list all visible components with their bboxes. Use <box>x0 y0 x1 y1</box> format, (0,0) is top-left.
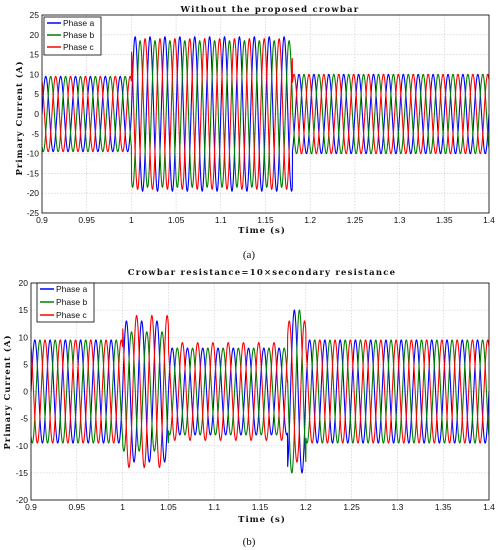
legend-label-phase-c: Phase c <box>63 42 94 52</box>
y-tick-label: 5 <box>23 359 28 369</box>
x-axis-label: Time (s) <box>238 225 286 236</box>
y-axis-label: Primary Current (A) <box>14 61 25 176</box>
y-tick-label: 0 <box>23 387 28 397</box>
plot-frame <box>30 282 490 501</box>
series-line-phase-a <box>31 309 489 474</box>
legend-box <box>43 16 102 56</box>
y-tick-label: -15 <box>27 168 40 178</box>
x-tick-label: 1.4 <box>483 215 495 225</box>
x-tick-label: 1.35 <box>435 502 452 512</box>
x-tick-label: 1.35 <box>436 215 453 225</box>
chart-panel-b: Crowbar resistance=10×secondary resistan… <box>2 268 495 548</box>
y-tick-label: 0 <box>34 109 39 119</box>
y-tick-label: -5 <box>31 129 39 139</box>
series-line-phase-c <box>42 37 489 191</box>
y-tick-label: -20 <box>27 188 40 198</box>
plot-frame <box>41 14 490 214</box>
chart-title: Crowbar resistance=10×secondary resistan… <box>128 268 396 278</box>
x-tick-label: 1.15 <box>257 215 274 225</box>
x-tick-label: 1.3 <box>394 215 406 225</box>
x-tick-label: 0.95 <box>78 215 95 225</box>
legend-label-phase-b: Phase b <box>56 297 87 307</box>
x-tick-label: 1.1 <box>208 502 220 512</box>
series-line-phase-b <box>31 309 489 474</box>
y-axis-label: Primary Current (A) <box>2 335 13 450</box>
y-tick-label: 5 <box>34 89 39 99</box>
legend-label-phase-a: Phase a <box>56 284 87 294</box>
y-tick-label: 20 <box>19 278 29 288</box>
x-tick-label: 1.1 <box>215 215 227 225</box>
legend: Phase a Phase b Phase c <box>36 282 95 323</box>
x-axis-label: Time (s) <box>238 514 286 525</box>
series-line-phase-c <box>31 314 489 469</box>
x-tick-label: 0.9 <box>36 215 48 225</box>
x-tick-label: 1.25 <box>343 502 360 512</box>
y-tick-label: -5 <box>20 414 28 424</box>
x-tick-label: 1.05 <box>168 215 185 225</box>
series-line-phase-b <box>42 39 489 189</box>
series-line-phase-a <box>42 35 489 193</box>
chart-title: Without the proposed crowbar <box>180 5 360 15</box>
y-tick-label: 10 <box>30 69 40 79</box>
x-tick-label: 0.9 <box>25 502 37 512</box>
y-tick-label: 20 <box>30 30 40 40</box>
panel-caption: (b) <box>243 536 256 548</box>
x-tick-label: 1.2 <box>300 502 312 512</box>
x-tick-label: 1 <box>129 215 134 225</box>
x-tick-label: 1.15 <box>252 502 269 512</box>
y-tick-label: -10 <box>27 149 40 159</box>
chart-panel-a: Without the proposed crowbar Primary Cur… <box>14 5 495 261</box>
legend-label-phase-a: Phase a <box>63 18 94 28</box>
y-tick-label: -10 <box>16 441 29 451</box>
x-tick-label: 1.4 <box>483 502 495 512</box>
x-tick-label: 1.05 <box>160 502 177 512</box>
panel-caption: (a) <box>243 249 256 261</box>
y-tick-label: -25 <box>27 208 40 218</box>
x-tick-label: 0.95 <box>69 502 86 512</box>
legend-label-phase-b: Phase b <box>63 30 94 40</box>
x-tick-label: 1.25 <box>347 215 364 225</box>
y-tick-label: -15 <box>16 468 29 478</box>
y-tick-label: 25 <box>30 10 40 20</box>
y-tick-label: 15 <box>19 305 29 315</box>
y-tick-label: -20 <box>16 495 29 505</box>
legend-label-phase-c: Phase c <box>56 310 87 320</box>
x-tick-label: 1.3 <box>391 502 403 512</box>
y-tick-label: 10 <box>19 332 29 342</box>
x-tick-label: 1.2 <box>304 215 316 225</box>
x-tick-label: 1 <box>120 502 125 512</box>
legend: Phase a Phase b Phase c <box>43 16 102 56</box>
y-tick-label: 15 <box>30 50 40 60</box>
